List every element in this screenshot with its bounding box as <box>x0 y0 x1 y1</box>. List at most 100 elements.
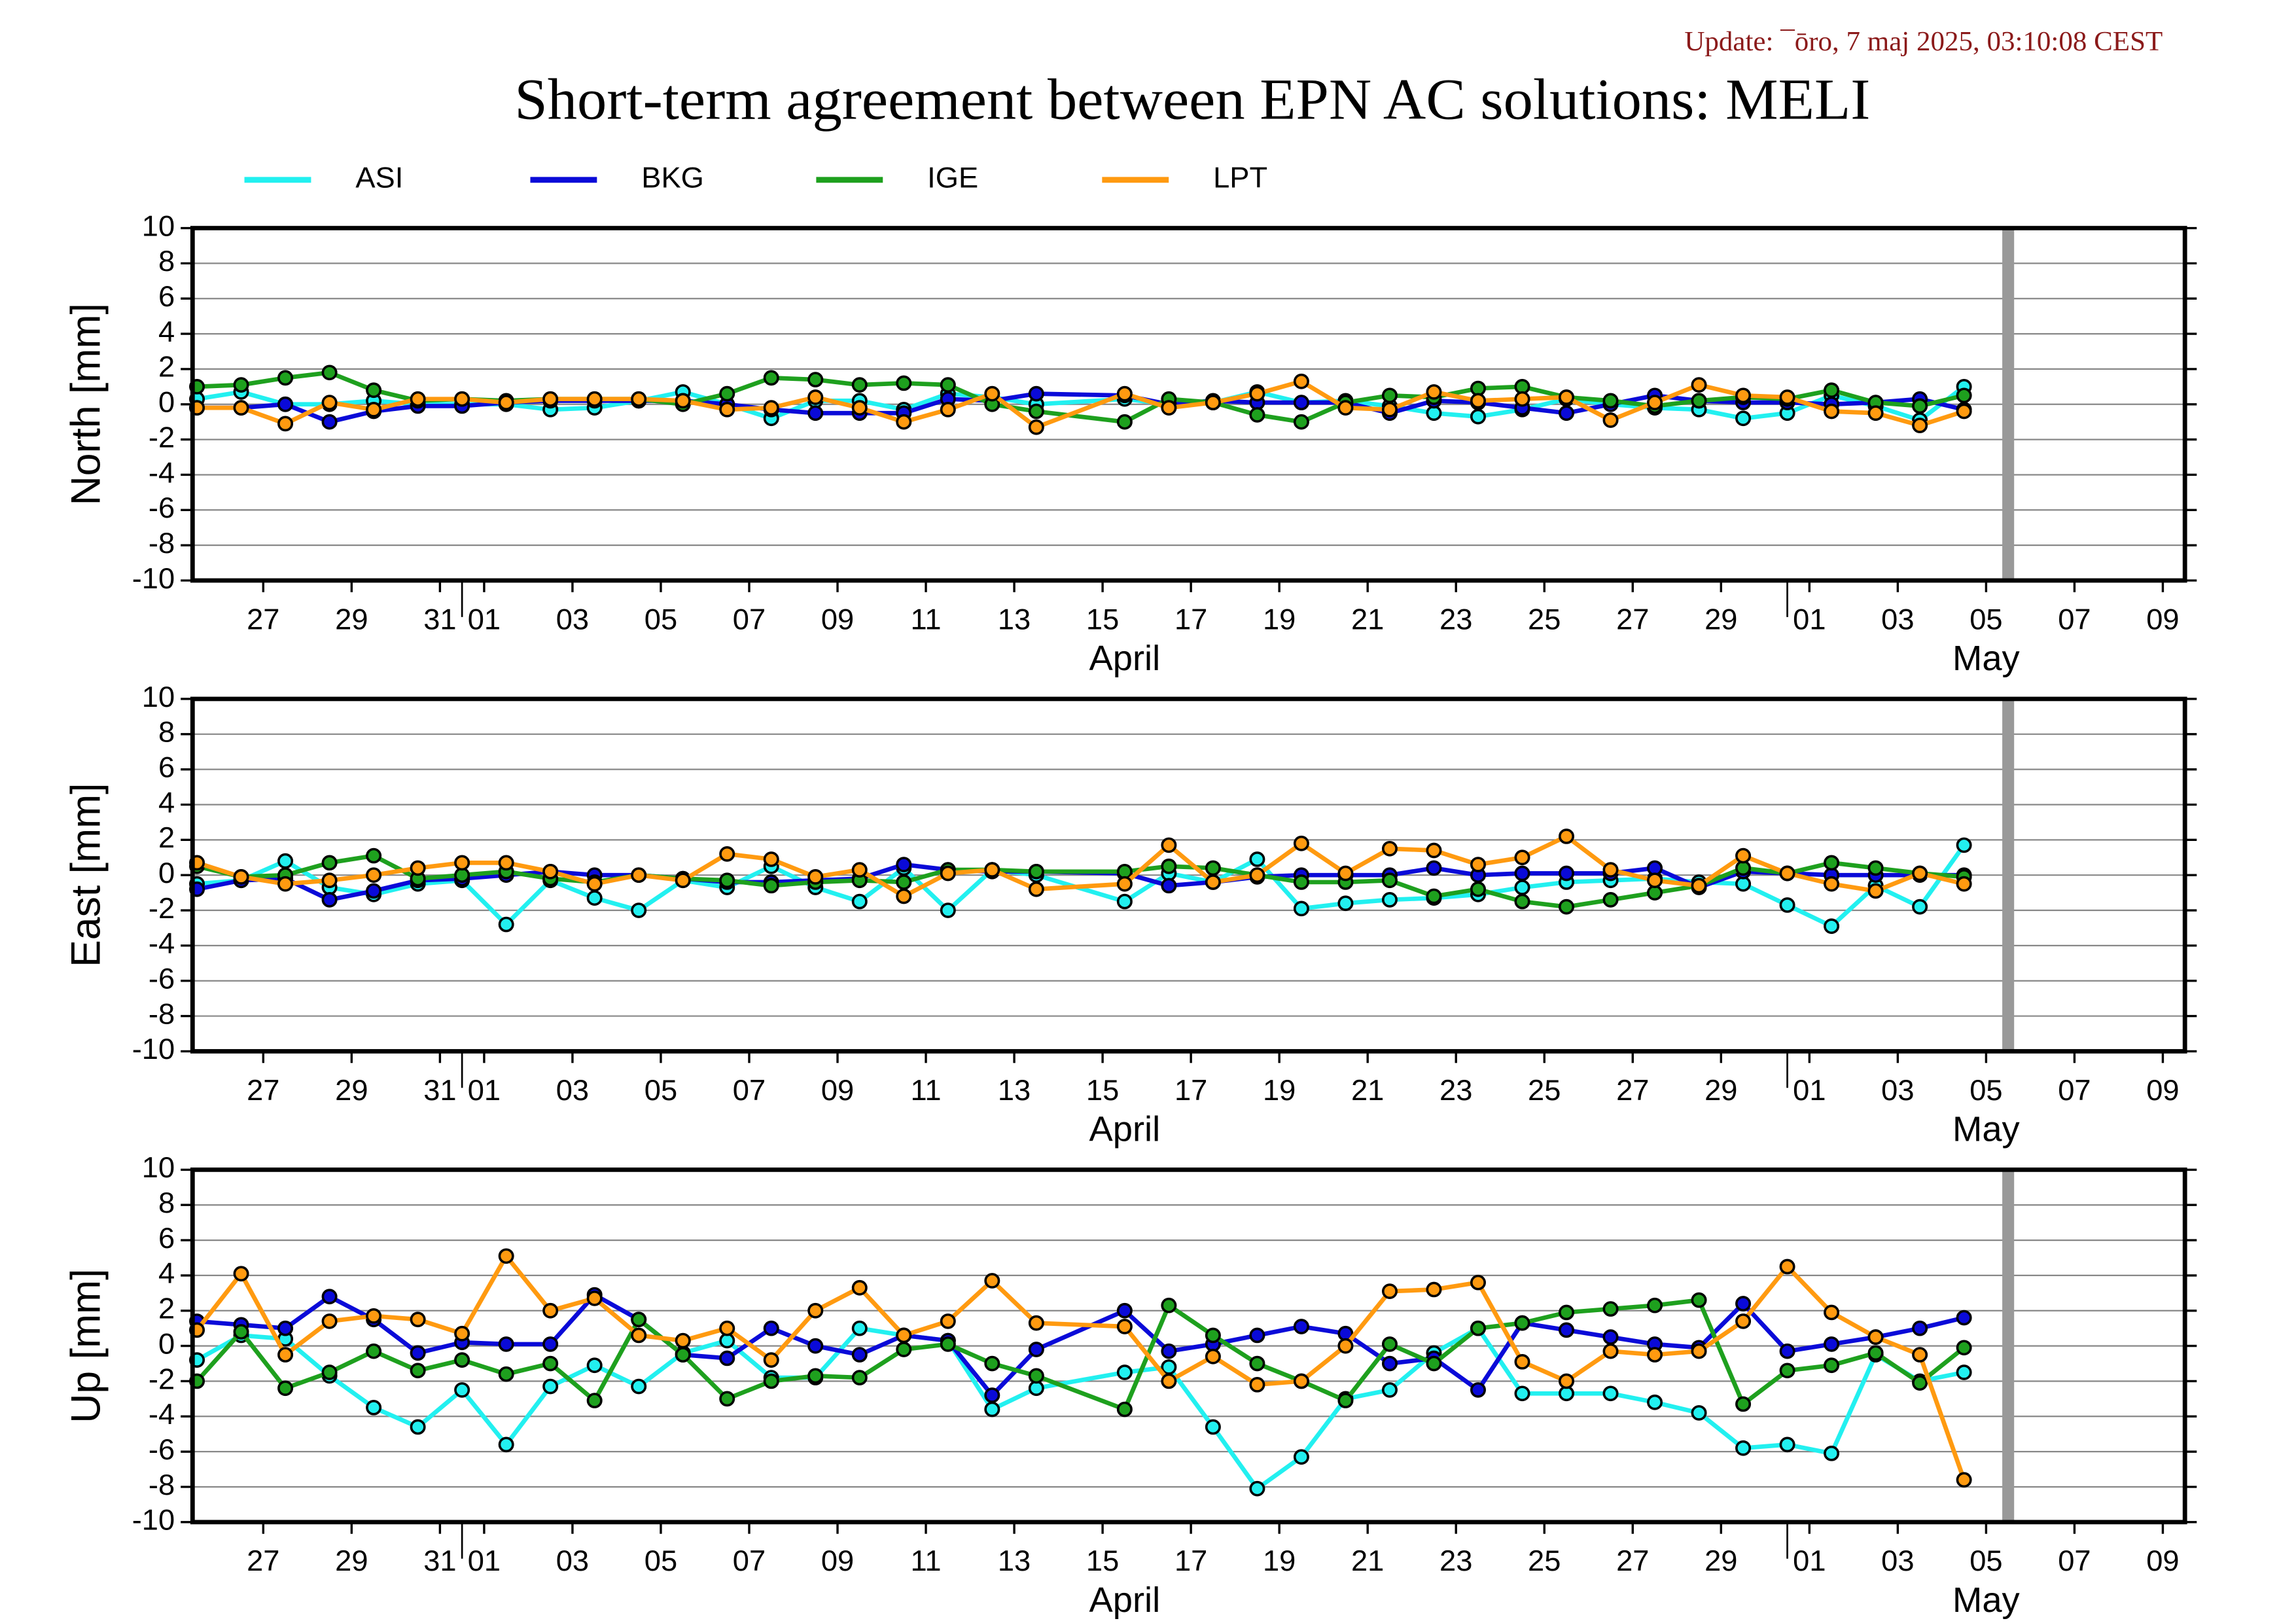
data-point <box>1514 865 1530 882</box>
x-tick-label: 17 <box>1174 1544 1207 1577</box>
data-point <box>763 1352 779 1368</box>
data-point <box>366 402 382 418</box>
y-tick-label: 0 <box>158 385 175 419</box>
data-point <box>851 1320 868 1336</box>
data-point <box>807 1338 824 1354</box>
data-point <box>233 1266 249 1282</box>
data-point <box>1337 895 1354 912</box>
data-point <box>984 385 1000 402</box>
data-point <box>631 1378 647 1395</box>
data-point <box>277 853 294 869</box>
data-point <box>940 1336 956 1352</box>
data-point <box>1381 892 1398 908</box>
data-point <box>1028 385 1044 402</box>
data-point <box>1470 857 1486 872</box>
data-point <box>896 1342 912 1357</box>
data-point <box>719 385 735 402</box>
data-point <box>1735 387 1752 404</box>
y-tick-label: 6 <box>158 279 175 313</box>
data-point <box>1161 837 1177 853</box>
series-line <box>195 1253 1966 1481</box>
data-point <box>1647 395 1663 410</box>
x-tick-label: 03 <box>556 1544 589 1577</box>
data-point <box>233 400 249 416</box>
y-tick-label: -10 <box>132 562 175 595</box>
data-point <box>1116 1401 1133 1418</box>
data-point <box>719 1320 735 1336</box>
data-point <box>1514 893 1530 910</box>
data-point <box>984 1355 1000 1372</box>
data-point <box>1293 901 1309 917</box>
data-point <box>896 888 912 904</box>
x-tick-label: 09 <box>821 603 854 636</box>
data-point <box>1028 881 1044 897</box>
data-point <box>1337 1393 1354 1408</box>
data-point <box>233 869 249 885</box>
x-tick-label: 01 <box>468 1544 501 1577</box>
data-point <box>1779 1343 1795 1359</box>
data-point <box>1293 414 1309 430</box>
x-tick-label: 25 <box>1528 603 1561 636</box>
x-tick-label: 21 <box>1351 1073 1384 1107</box>
data-point <box>631 1311 647 1328</box>
data-point <box>1249 407 1265 423</box>
x-tick-label: 05 <box>1969 1073 2002 1107</box>
data-point <box>1912 398 1928 414</box>
y-tick-label: -6 <box>149 1433 175 1466</box>
x-tick-label: 25 <box>1528 1073 1561 1107</box>
chart-title: Short-term agreement between EPN AC solu… <box>514 67 1870 132</box>
data-point <box>1514 880 1530 895</box>
data-point <box>1867 883 1884 899</box>
data-point <box>321 365 338 381</box>
x-tick-label: 19 <box>1263 1073 1296 1107</box>
data-point <box>1028 863 1044 880</box>
data-point <box>1735 1296 1752 1311</box>
data-point <box>321 1364 338 1380</box>
y-tick-label: 6 <box>158 751 175 784</box>
data-point <box>1602 892 1619 908</box>
data-point <box>1956 1472 1972 1488</box>
data-point <box>498 855 514 871</box>
data-point <box>542 1302 559 1319</box>
x-tick-label: 01 <box>1793 1073 1826 1107</box>
data-point <box>1381 1283 1398 1299</box>
data-point <box>498 1436 514 1453</box>
data-point <box>277 396 294 412</box>
x-tick-label: 09 <box>821 1544 854 1577</box>
data-point <box>1559 829 1575 844</box>
x-tick-label: 27 <box>1616 1544 1649 1577</box>
data-point <box>763 1320 779 1336</box>
data-point <box>586 890 603 906</box>
data-point <box>1337 865 1354 882</box>
data-point <box>321 1289 338 1305</box>
data-point <box>719 1350 735 1366</box>
data-point <box>498 1248 514 1264</box>
data-point <box>940 377 956 393</box>
data-point <box>1912 1375 1928 1391</box>
data-point <box>896 375 912 391</box>
y-tick-label: 4 <box>158 315 175 348</box>
x-tick-label: 07 <box>733 1544 766 1577</box>
data-point <box>1470 408 1486 425</box>
x-tick-label: 29 <box>335 603 368 636</box>
data-point <box>1470 1382 1486 1398</box>
data-point <box>1912 865 1928 882</box>
data-point <box>410 391 426 407</box>
data-point <box>1824 1357 1840 1374</box>
data-point <box>1956 387 1972 404</box>
x-tick-label: 03 <box>556 1073 589 1107</box>
data-point <box>896 1327 912 1344</box>
update-time: Update: ¯ōro, 7 maj 2025, 03:10:08 CEST <box>1684 26 2163 57</box>
y-tick-label: -10 <box>132 1032 175 1065</box>
data-point <box>1426 888 1442 904</box>
month-label: May <box>1952 639 2020 678</box>
data-point <box>410 860 426 876</box>
data-point <box>1867 1329 1884 1345</box>
data-point <box>1691 878 1707 894</box>
data-point <box>763 1373 779 1389</box>
data-point <box>1381 840 1398 857</box>
x-tick-label: 09 <box>821 1073 854 1107</box>
data-point <box>321 395 338 410</box>
